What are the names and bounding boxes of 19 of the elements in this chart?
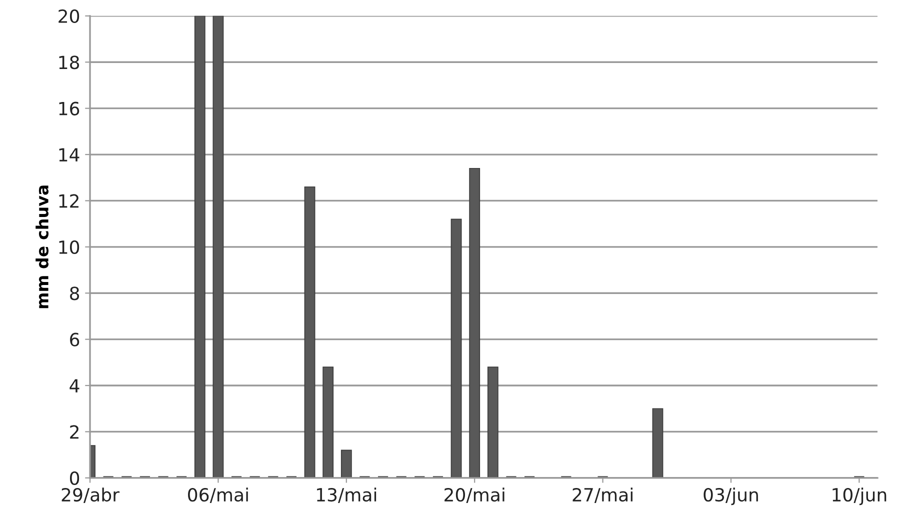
y-tick-label: 10 xyxy=(59,240,80,254)
y-tick-label: 0 xyxy=(70,471,80,486)
x-tick-label: 27/mai xyxy=(572,488,632,504)
y-tick-label: 8 xyxy=(70,286,80,300)
y-tick-label: 12 xyxy=(59,194,78,208)
x-tick-label: 29/abr xyxy=(62,488,120,504)
y-axis-title: mm de chuva xyxy=(36,186,49,308)
y-tick-label: 6 xyxy=(70,332,80,346)
x-tick-label: 06/mai xyxy=(188,488,248,504)
y-tick-label: 16 xyxy=(59,102,80,116)
x-tick-label: 10/jun xyxy=(832,488,886,506)
y-tick-label: 14 xyxy=(59,148,80,162)
y-tick-label: 4 xyxy=(70,379,80,392)
x-tick-label: 03/jun xyxy=(704,488,758,506)
y-tick-label: 18 xyxy=(59,56,80,70)
y-tick-label: 20 xyxy=(58,9,80,24)
x-tick-label: 20/mai xyxy=(444,488,504,504)
x-tick-label: 13/mai xyxy=(317,488,376,504)
y-tick-label: 2 xyxy=(70,425,78,439)
